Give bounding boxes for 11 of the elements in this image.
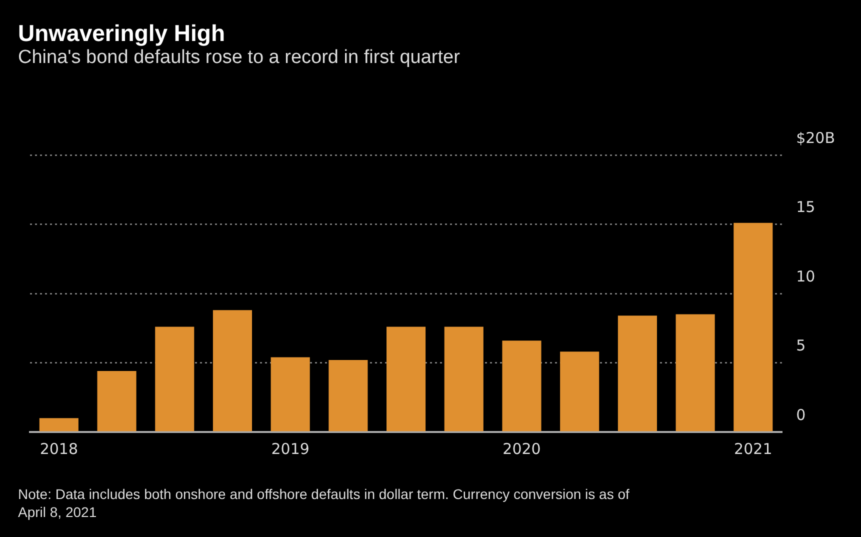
- x-tick-label: 2020: [502, 440, 541, 458]
- chart-title: Unwaveringly High: [18, 20, 226, 47]
- chart-subtitle: China's bond defaults rose to a record in first quarter: [18, 47, 460, 69]
- x-tick-label: 2018: [40, 440, 78, 458]
- y-tick-label: 10: [796, 267, 816, 286]
- text: Note: Data includes both onshore and offshore defaults in dollar term. Currency conversion is as of April 8, 2021: [18, 485, 630, 521]
- x-tick-label: 2019: [271, 440, 310, 458]
- y-tick-label: 15: [796, 198, 816, 216]
- y-tick-label: 0: [796, 406, 806, 424]
- y-tick-label: 5: [796, 336, 806, 355]
- x-tick-label: 2021: [734, 440, 772, 458]
